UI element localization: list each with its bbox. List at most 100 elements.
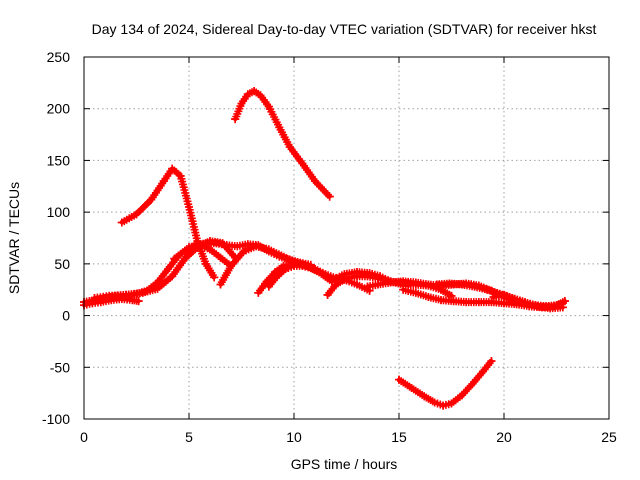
data-point [399, 285, 408, 294]
data-point [542, 302, 550, 311]
data-point [164, 265, 172, 273]
data-point [117, 218, 126, 227]
data-point [489, 293, 498, 301]
data-point [252, 242, 261, 251]
y-axis-label: SDTVAR / TECUs [6, 182, 22, 294]
x-tick-label: 0 [80, 429, 88, 445]
data-point [474, 298, 483, 307]
data-point [233, 242, 242, 251]
data-point [487, 298, 496, 307]
data-point [222, 241, 231, 250]
data-point [560, 297, 569, 306]
y-tick-label: 150 [47, 152, 71, 168]
data-point [132, 210, 141, 219]
data-point [521, 299, 529, 308]
data-point [327, 276, 336, 285]
data-point [243, 90, 252, 99]
data-point [411, 288, 420, 297]
data-point [395, 375, 403, 384]
data-point [153, 284, 162, 293]
data-point [363, 282, 372, 291]
data-point [256, 91, 265, 100]
y-tick-label: 200 [47, 101, 71, 117]
data-point [445, 279, 454, 288]
data-point [273, 272, 282, 281]
chart-title: Day 134 of 2024, Sidereal Day-to-day VTE… [92, 21, 597, 37]
data-point [420, 392, 429, 401]
data-point [462, 298, 471, 307]
x-tick-label: 5 [185, 429, 193, 445]
data-point [117, 295, 126, 303]
data-point [447, 399, 456, 408]
data-point [340, 270, 349, 279]
data-point [134, 297, 143, 306]
data-point [315, 268, 324, 277]
data-point [500, 290, 508, 299]
data-point [325, 192, 334, 201]
data-point [323, 290, 332, 299]
data-point [458, 391, 466, 400]
data-point [168, 272, 177, 281]
data-point [432, 280, 441, 289]
data-point [275, 123, 284, 132]
data-point [500, 299, 508, 308]
data-point [487, 357, 496, 366]
data-point [407, 384, 416, 392]
y-tick-label: -100 [42, 411, 70, 427]
y-tick-label: 50 [54, 256, 70, 272]
data-point [424, 293, 433, 301]
data-point [231, 115, 240, 124]
data-point [430, 398, 439, 407]
data-point [277, 251, 286, 260]
axis-tick-labels: 0 5 10 15 20 25 -100 -50 0 50 100 150 200 250 [42, 49, 617, 445]
data-point [386, 278, 395, 287]
data-point [147, 195, 156, 204]
data-point [239, 247, 248, 256]
grid-lines [84, 57, 609, 419]
data-point [531, 301, 540, 310]
data-point [437, 296, 445, 305]
data-point [470, 282, 479, 291]
x-tick-label: 10 [286, 429, 302, 445]
data-point [411, 278, 420, 287]
data-point [212, 239, 221, 248]
x-axis-label: GPS time / hours [291, 456, 398, 472]
data-point [191, 241, 200, 250]
data-point [439, 401, 448, 410]
data-point [159, 177, 168, 186]
data-point [170, 254, 179, 263]
data-point [96, 298, 105, 307]
data-point [180, 247, 189, 256]
data-point [206, 245, 214, 254]
data-point [311, 177, 319, 186]
data-point [254, 288, 263, 297]
data-point [298, 159, 307, 168]
data-point [216, 253, 225, 262]
data-point [468, 379, 477, 388]
data-point [285, 143, 294, 151]
data-point [399, 277, 408, 286]
series-arc-15 [489, 290, 569, 311]
data-point [138, 288, 147, 297]
data-point [201, 259, 210, 268]
data-point [510, 295, 519, 303]
y-tick-label: -50 [50, 359, 70, 375]
data-point [424, 280, 433, 289]
data-point [281, 265, 290, 273]
y-tick-label: 250 [47, 49, 71, 65]
data-point [374, 280, 382, 289]
data-point [479, 367, 487, 376]
plot-frame [83, 56, 610, 420]
data-point [353, 268, 361, 277]
x-tick-label: 20 [496, 429, 512, 445]
data-point [185, 203, 193, 211]
data-point [210, 273, 219, 282]
data-point [201, 239, 210, 248]
data-point [250, 87, 259, 96]
data-point [552, 301, 561, 310]
data-point [449, 297, 458, 306]
x-tick-label: 25 [601, 429, 617, 445]
y-tick-label: 0 [62, 308, 70, 324]
